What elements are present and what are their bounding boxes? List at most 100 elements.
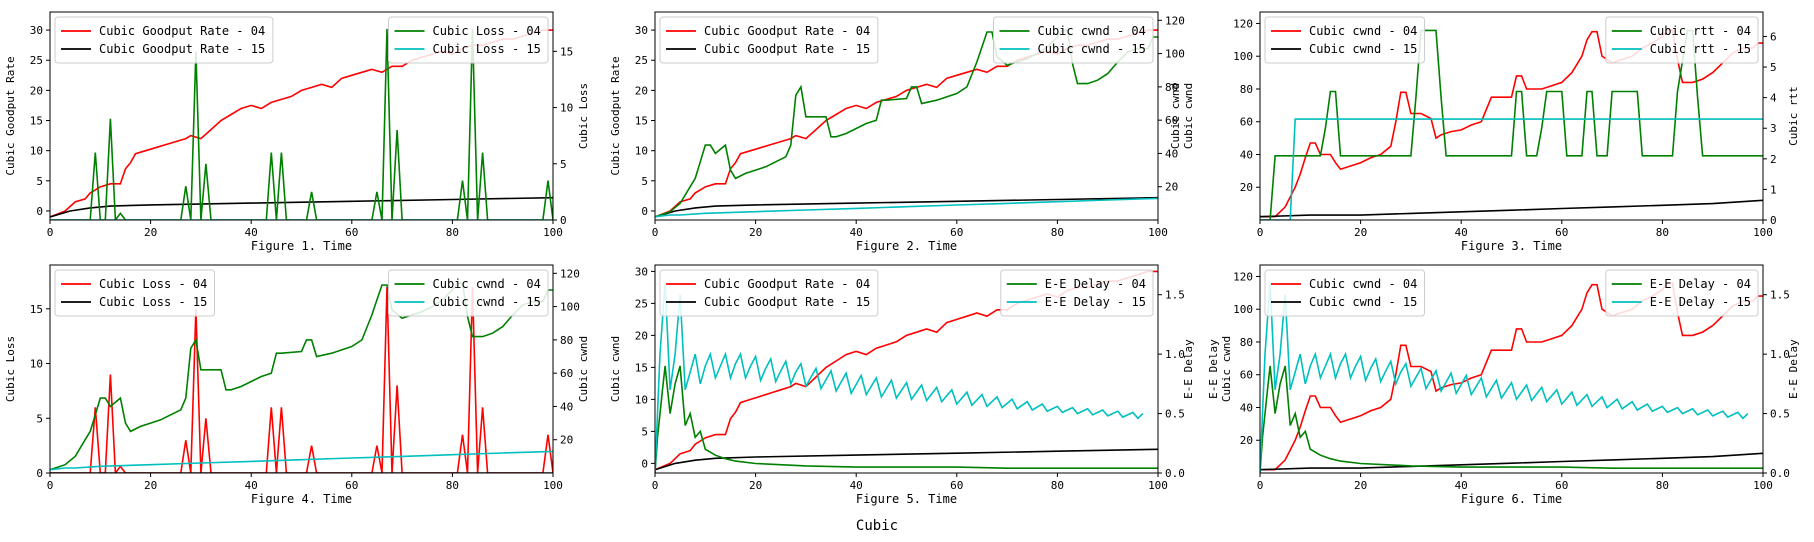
- left-y-tick-label: 120: [1233, 17, 1253, 30]
- right-y-tick-label: 20: [560, 434, 573, 447]
- left-y-tick-label: 0: [641, 457, 648, 470]
- x-axis-label: Figure 5. Time: [856, 492, 957, 506]
- right-y-tick-label: 20: [1165, 181, 1178, 194]
- right-series-line-2: [50, 450, 553, 471]
- legend-right: Cubic cwnd - 04 Cubic cwnd - 15: [388, 269, 549, 317]
- legend-frame: [1605, 16, 1759, 64]
- legend-label: Cubic cwnd - 04: [433, 277, 541, 291]
- legend-label: Cubic Goodput Rate - 04: [99, 24, 265, 38]
- legend-frame: [1264, 16, 1425, 64]
- right-y-tick-label: 1: [1770, 183, 1777, 196]
- left-y-tick-label: 100: [1233, 50, 1253, 63]
- legend-label: E-E Delay - 15: [1045, 295, 1146, 309]
- x-tick-label: 60: [950, 479, 963, 492]
- figure-suptitle: Cubic: [856, 518, 898, 534]
- legend-right: Cubic Loss - 04 Cubic Loss - 15: [388, 16, 549, 64]
- left-y-tick-label: 60: [1240, 369, 1253, 382]
- left-y-tick-label: 20: [1240, 434, 1253, 447]
- right-series-line-2: [1260, 118, 1763, 220]
- right-y-tick-label: 10: [560, 102, 573, 115]
- left-y-tick-label: 30: [635, 265, 648, 278]
- axes-frame: [49, 11, 554, 221]
- left-y-tick-label: 15: [30, 303, 43, 316]
- subplot-5: 0 20 40 60 80 100 Figure 5. Time 0 5 10 15 20 25 30 0.…: [609, 264, 1195, 506]
- left-y-tick-label: 0: [641, 205, 648, 218]
- x-tick-label: 60: [345, 226, 358, 239]
- left-series-line-2: [1260, 452, 1763, 471]
- x-tick-label: 80: [446, 479, 459, 492]
- left-y-tick-label: 10: [30, 358, 43, 371]
- axes-frame: [1259, 264, 1764, 474]
- legend-frame: [54, 16, 274, 64]
- right-y-tick-label: 4: [1770, 92, 1777, 105]
- legend-label: E-E Delay - 04: [1045, 277, 1146, 291]
- left-series-line-2: [655, 448, 1158, 471]
- x-tick-label: 20: [749, 479, 762, 492]
- left-series-line-2: [1260, 199, 1763, 218]
- left-y-tick-label: 10: [635, 393, 648, 406]
- legend-label: Cubic Goodput Rate - 04: [704, 24, 870, 38]
- x-tick-label: 80: [1656, 479, 1669, 492]
- left-y-tick-label: 30: [635, 24, 648, 37]
- legend-frame: [388, 16, 549, 64]
- left-y-tick-label: 5: [36, 175, 43, 188]
- x-axis-label: Figure 1. Time: [251, 239, 352, 253]
- legend-label: Cubic cwnd - 04: [1309, 277, 1417, 291]
- x-tick-label: 100: [1753, 226, 1773, 239]
- right-y-axis-label: Cubic cwnd: [1182, 83, 1195, 149]
- legend-right: Cubic rtt - 04 Cubic rtt - 15: [1605, 16, 1759, 64]
- x-axis-label: Figure 2. Time: [856, 239, 957, 253]
- right-y-tick-label: 80: [560, 334, 573, 347]
- right-y-tick-label: 40: [560, 400, 573, 413]
- legend-label: Cubic Loss - 15: [99, 295, 207, 309]
- left-y-tick-label: 25: [30, 54, 43, 67]
- legend-frame: [388, 269, 549, 317]
- left-series-line-2: [50, 196, 553, 218]
- right-y-tick-label: 0: [560, 214, 567, 227]
- x-tick-label: 20: [1354, 226, 1367, 239]
- x-tick-label: 20: [1354, 479, 1367, 492]
- left-y-tick-label: 10: [635, 145, 648, 158]
- right-series-line-1: [655, 365, 1158, 473]
- x-tick-label: 80: [1051, 226, 1064, 239]
- x-tick-label: 80: [1051, 479, 1064, 492]
- right-y-tick-label: 100: [1165, 48, 1185, 61]
- x-tick-label: 60: [345, 479, 358, 492]
- legend-frame: [659, 269, 879, 317]
- right-y-tick-label: 40: [1165, 147, 1178, 160]
- legend-left: Cubic cwnd - 04 Cubic cwnd - 15: [1264, 16, 1425, 64]
- left-y-tick-label: 15: [635, 361, 648, 374]
- left-y-tick-label: 20: [30, 84, 43, 97]
- left-y-axis-label: Cubic Goodput Rate: [4, 56, 17, 175]
- x-tick-label: 20: [144, 226, 157, 239]
- left-y-tick-label: 40: [1240, 148, 1253, 161]
- right-y-tick-label: 100: [560, 301, 580, 314]
- x-tick-label: 80: [1656, 226, 1669, 239]
- right-y-tick-label: 0.0: [1165, 467, 1185, 480]
- legend-frame: [54, 269, 215, 317]
- left-y-tick-label: 0: [36, 205, 43, 218]
- right-y-tick-label: 60: [1165, 114, 1178, 127]
- x-tick-label: 40: [850, 226, 863, 239]
- x-tick-label: 100: [1148, 479, 1168, 492]
- left-y-tick-label: 30: [30, 24, 43, 37]
- x-axis-label: Figure 4. Time: [251, 492, 352, 506]
- legend-frame: [993, 16, 1154, 64]
- right-series-line-1: [1260, 365, 1763, 473]
- legend-label: Cubic rtt - 04: [1650, 24, 1751, 38]
- legend-frame: [1000, 269, 1154, 317]
- left-y-tick-label: 5: [641, 425, 648, 438]
- right-y-tick-label: 3: [1770, 122, 1777, 135]
- legend-left: Cubic Goodput Rate - 04 Cubic Goodput Rat…: [659, 16, 879, 64]
- legend-label: E-E Delay - 04: [1650, 277, 1751, 291]
- x-axis-label: Figure 6. Time: [1461, 492, 1562, 506]
- legend-label: Cubic rtt - 15: [1650, 42, 1751, 56]
- left-y-axis-label: E-E Delay: [1207, 339, 1220, 399]
- legend-right: E-E Delay - 04 E-E Delay - 15: [1605, 269, 1759, 317]
- legend-left: Cubic Goodput Rate - 04 Cubic Goodput Rat…: [54, 16, 274, 64]
- left-y-tick-label: 80: [1240, 336, 1253, 349]
- legend-label: Cubic cwnd - 04: [1038, 24, 1146, 38]
- right-y-tick-label: 2: [1770, 153, 1777, 166]
